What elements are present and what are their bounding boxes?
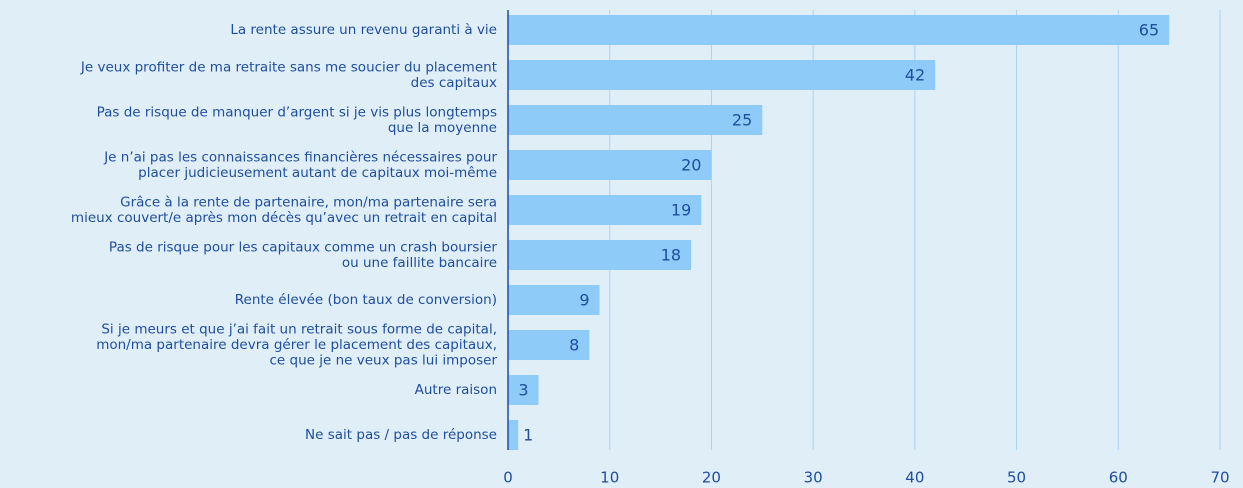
category-label-line: placer judicieusement autant de capitaux… (138, 165, 497, 181)
category-label-line: que la moyenne (388, 120, 497, 136)
x-tick-label: 10 (600, 469, 619, 487)
bar (508, 240, 692, 270)
category-label: La rente assure un revenu garanti à vie (230, 22, 497, 38)
category-label: Ne sait pas / pas de réponse (305, 427, 497, 443)
category-label-line: Rente élevée (bon taux de conversion) (235, 292, 497, 308)
value-label: 18 (661, 246, 681, 265)
value-label: 3 (518, 381, 528, 400)
category-label-line: Je n’ai pas les connaissances financière… (103, 149, 497, 165)
x-tick-label: 40 (905, 469, 924, 487)
bar (508, 60, 936, 90)
value-label: 25 (732, 111, 752, 130)
category-label-line: mieux couvert/e après mon décès qu’avec … (71, 210, 497, 226)
category-label: Pas de risque de manquer d’argent si je … (97, 104, 497, 136)
value-label: 19 (671, 201, 691, 220)
category-label-line: Ne sait pas / pas de réponse (305, 427, 497, 443)
category-label-line: Pas de risque de manquer d’argent si je … (97, 104, 497, 120)
category-label-line: Autre raison (415, 382, 497, 398)
category-label: Je veux profiter de ma retraite sans me … (80, 59, 497, 91)
category-label: Je n’ai pas les connaissances financière… (103, 149, 497, 181)
category-label-line: La rente assure un revenu garanti à vie (230, 22, 497, 38)
bar (508, 420, 519, 450)
category-label-line: mon/ma partenaire devra gérer le placeme… (96, 337, 497, 353)
category-label-line: Si je meurs et que j’ai fait un retrait … (101, 322, 497, 338)
bar (508, 375, 539, 405)
x-tick-label: 30 (804, 469, 823, 487)
category-label: Si je meurs et que j’ai fait un retrait … (96, 322, 497, 369)
bar (508, 330, 590, 360)
value-label: 20 (681, 156, 701, 175)
bar (508, 150, 712, 180)
category-label: Autre raison (415, 382, 497, 398)
bar (508, 195, 702, 225)
value-label: 9 (579, 291, 589, 310)
category-label-line: Pas de risque pour les capitaux comme un… (109, 239, 498, 255)
bar (508, 15, 1170, 45)
category-label: Rente élevée (bon taux de conversion) (235, 292, 497, 308)
x-tick-label: 50 (1007, 469, 1026, 487)
category-label-line: des capitaux (411, 75, 497, 91)
x-tick-label: 70 (1210, 469, 1229, 487)
category-label-line: Je veux profiter de ma retraite sans me … (80, 59, 497, 75)
value-label: 8 (569, 336, 579, 355)
bar (508, 105, 763, 135)
bar (508, 285, 600, 315)
value-label: 42 (905, 66, 925, 85)
category-label-line: ou une faillite bancaire (342, 255, 497, 271)
category-label: Pas de risque pour les capitaux comme un… (109, 239, 498, 271)
x-tick-label: 20 (702, 469, 721, 487)
x-tick-label: 0 (503, 469, 513, 487)
x-tick-label: 60 (1109, 469, 1128, 487)
value-label: 65 (1139, 21, 1159, 40)
category-label-line: ce que je ne veux pas lui imposer (269, 353, 497, 369)
value-label: 1 (523, 426, 533, 445)
category-label-line: Grâce à la rente de partenaire, mon/ma p… (120, 194, 497, 210)
category-label: Grâce à la rente de partenaire, mon/ma p… (71, 194, 497, 226)
